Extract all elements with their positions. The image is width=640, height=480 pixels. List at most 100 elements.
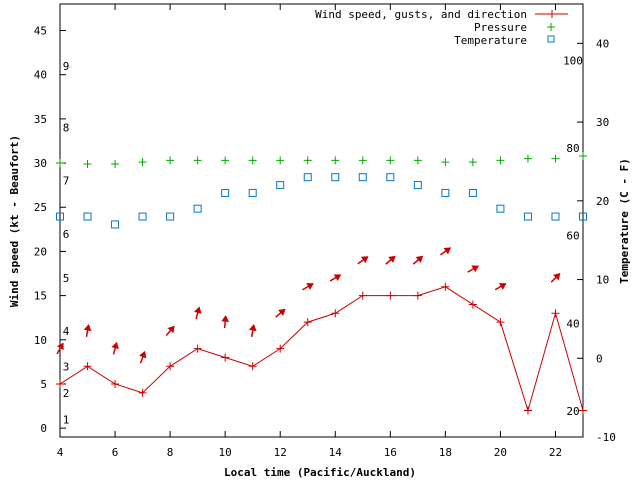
wind-point bbox=[56, 379, 64, 388]
y-right-tick-label: -10 bbox=[596, 431, 616, 444]
gust-arrow bbox=[83, 324, 92, 337]
gust-arrow bbox=[357, 256, 369, 265]
gust-arrow-head bbox=[56, 342, 64, 351]
beaufort-label: 6 bbox=[63, 228, 70, 241]
gust-arrow bbox=[440, 247, 452, 256]
temperature-point bbox=[386, 173, 395, 182]
gust-arrow bbox=[139, 350, 147, 364]
wind-point bbox=[331, 309, 340, 318]
wind-point bbox=[441, 282, 450, 291]
fahrenheit-label: 40 bbox=[566, 318, 579, 331]
temperature-point bbox=[331, 173, 340, 182]
temperature-point bbox=[111, 220, 120, 229]
temperature-point bbox=[551, 212, 560, 221]
beaufort-label: 4 bbox=[63, 325, 70, 338]
temperature-point bbox=[248, 188, 257, 197]
wind-point bbox=[138, 388, 147, 397]
legend-label-wind: Wind speed, gusts, and direction bbox=[315, 8, 527, 21]
gust-arrow-head bbox=[167, 325, 175, 334]
legend: Wind speed, gusts, and direction Pressur… bbox=[315, 8, 568, 47]
y-left-tick-label: 0 bbox=[40, 422, 47, 435]
beaufort-label: 2 bbox=[63, 387, 70, 400]
beaufort-label: 1 bbox=[63, 413, 70, 426]
gust-arrow-head bbox=[388, 255, 396, 263]
temperature-point bbox=[441, 188, 450, 197]
temperature-point bbox=[276, 181, 285, 190]
right-y-tick-labels: -10 0 10 20 30 40 bbox=[596, 37, 616, 444]
wind-point bbox=[276, 344, 285, 353]
gust-arrow-head bbox=[139, 350, 147, 359]
wind-point bbox=[386, 291, 395, 300]
wind-point bbox=[111, 379, 120, 388]
x-tick-label: 4 bbox=[57, 446, 64, 459]
wind-series bbox=[56, 282, 587, 415]
legend-mark-temperature bbox=[547, 35, 555, 43]
gust-arrow bbox=[194, 306, 202, 320]
wind-speed-line bbox=[59, 286, 584, 413]
beaufort-label: 5 bbox=[63, 272, 70, 285]
y-left-tick-label: 15 bbox=[34, 290, 47, 303]
x-tick-label: 8 bbox=[167, 446, 174, 459]
legend-mark-wind bbox=[548, 10, 556, 18]
pressure-point bbox=[523, 154, 532, 163]
beaufort-label: 9 bbox=[63, 60, 70, 73]
x-tick-label: 20 bbox=[494, 446, 507, 459]
temperature-point bbox=[221, 188, 230, 197]
gust-arrow bbox=[248, 324, 257, 337]
pressure-point bbox=[358, 156, 367, 165]
plot-frame bbox=[59, 3, 584, 438]
wind-point bbox=[248, 362, 257, 371]
left-y-axis-label: Wind speed (kt - Beaufort) bbox=[8, 135, 21, 307]
left-y-tick-labels: 0 5 10 15 20 25 30 35 40 45 bbox=[34, 25, 47, 436]
gust-arrow-head bbox=[443, 247, 452, 255]
temperature-point bbox=[166, 212, 175, 221]
y-left-tick-label: 35 bbox=[34, 113, 47, 126]
wind-point bbox=[496, 318, 505, 327]
gust-arrow-head bbox=[553, 273, 561, 281]
gust-arrow-head bbox=[415, 255, 424, 263]
legend-mark-pressure bbox=[547, 23, 555, 31]
gust-arrow bbox=[221, 315, 230, 329]
wind-point bbox=[193, 344, 202, 353]
beaufort-label: 7 bbox=[63, 175, 70, 188]
beaufort-labels: 1 2 3 4 5 6 7 8 9 bbox=[63, 60, 70, 426]
beaufort-label: 8 bbox=[63, 122, 70, 135]
wind-point bbox=[413, 291, 422, 300]
wind-point bbox=[83, 362, 92, 371]
pressure-series bbox=[56, 151, 587, 168]
legend-label-pressure: Pressure bbox=[474, 21, 527, 34]
x-tick-label: 6 bbox=[112, 446, 119, 459]
x-tick-label: 18 bbox=[439, 446, 452, 459]
gust-arrow-head bbox=[333, 274, 342, 282]
gust-arrow-head bbox=[111, 341, 119, 350]
temperature-series bbox=[56, 173, 587, 229]
temperature-point bbox=[83, 212, 92, 221]
pressure-point bbox=[276, 156, 285, 165]
fahrenheit-label: 100 bbox=[563, 55, 583, 68]
fahrenheit-label: 60 bbox=[566, 229, 579, 242]
pressure-point bbox=[441, 158, 450, 167]
pressure-point bbox=[551, 154, 560, 163]
pressure-point bbox=[193, 156, 202, 165]
gust-arrow bbox=[494, 283, 507, 291]
x-axis-label: Local time (Pacific/Auckland) bbox=[224, 466, 416, 479]
pressure-point bbox=[468, 158, 477, 167]
fahrenheit-labels: 20 40 60 80 100 bbox=[563, 55, 583, 418]
temperature-point bbox=[468, 188, 477, 197]
temperature-point bbox=[358, 173, 367, 182]
fahrenheit-label: 80 bbox=[566, 142, 579, 155]
x-tick-label: 22 bbox=[549, 446, 562, 459]
tick-marks bbox=[59, 4, 583, 438]
temperature-point bbox=[496, 204, 505, 213]
gust-arrow bbox=[111, 341, 119, 355]
y-right-tick-label: 0 bbox=[596, 352, 603, 365]
wind-point bbox=[551, 309, 560, 318]
y-left-tick-label: 5 bbox=[40, 378, 47, 391]
x-tick-label: 10 bbox=[219, 446, 232, 459]
y-right-tick-label: 20 bbox=[596, 195, 609, 208]
fahrenheit-label: 20 bbox=[566, 405, 579, 418]
pressure-point bbox=[303, 156, 312, 165]
gust-arrow-head bbox=[306, 283, 314, 290]
pressure-point bbox=[386, 156, 395, 165]
gust-arrow-head bbox=[498, 283, 507, 290]
